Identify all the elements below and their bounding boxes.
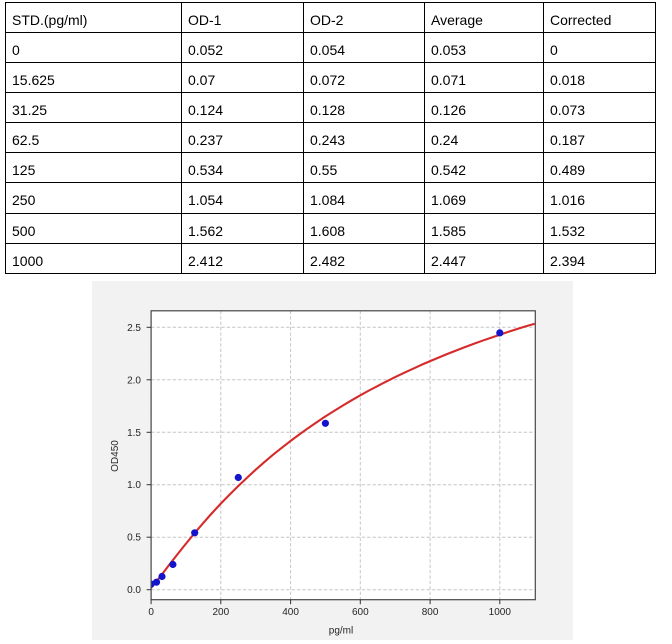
svg-text:2.0: 2.0 <box>127 375 141 386</box>
svg-text:0: 0 <box>148 607 154 618</box>
svg-text:600: 600 <box>352 607 369 618</box>
svg-text:1.0: 1.0 <box>127 480 141 491</box>
svg-text:1.5: 1.5 <box>127 428 141 439</box>
svg-text:200: 200 <box>212 607 229 618</box>
svg-text:800: 800 <box>422 607 439 618</box>
svg-text:0.0: 0.0 <box>127 585 141 596</box>
svg-text:1000: 1000 <box>489 607 512 618</box>
svg-text:0.5: 0.5 <box>127 533 141 544</box>
svg-text:OD450: OD450 <box>110 440 121 472</box>
svg-text:pg/ml: pg/ml <box>329 626 353 637</box>
svg-text:400: 400 <box>282 607 299 618</box>
svg-text:2.5: 2.5 <box>127 323 141 334</box>
